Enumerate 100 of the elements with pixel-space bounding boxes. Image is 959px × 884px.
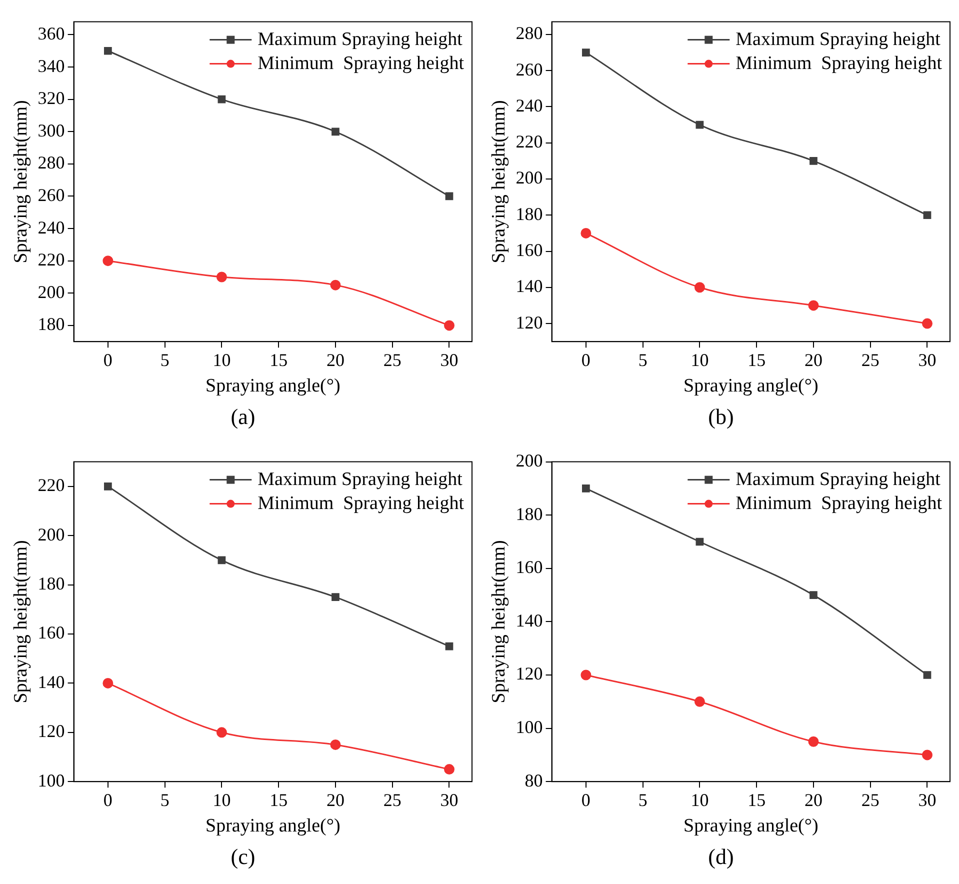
y-axis-title: Spraying height(mm) — [10, 100, 32, 264]
y-tick-label: 140 — [516, 610, 543, 630]
x-tick-label: 15 — [748, 350, 766, 370]
x-tick-label: 15 — [270, 350, 288, 370]
y-axis-title: Spraying height(mm) — [10, 540, 32, 704]
y-tick-label: 200 — [516, 168, 543, 188]
point — [104, 482, 112, 490]
y-tick-label: 120 — [516, 664, 543, 684]
point — [810, 156, 818, 165]
x-tick-label: 10 — [690, 350, 709, 370]
point — [332, 128, 340, 136]
y-axis-title: Spraying height(mm) — [488, 100, 510, 264]
text: (b) — [708, 404, 734, 430]
y-tick-label: 280 — [516, 23, 543, 44]
x-tick-label: 5 — [160, 790, 170, 810]
x-tick-label: 0 — [581, 350, 590, 370]
x-tick-label: 30 — [918, 790, 936, 810]
legend-label: Maximum Spraying height — [258, 28, 464, 50]
x-tick-label: 20 — [804, 790, 822, 810]
x-tick-label: 0 — [103, 790, 112, 810]
legend-label: Maximum Spraying height — [258, 468, 464, 490]
y-tick-label: 160 — [516, 240, 543, 260]
legend-label: Maximum Spraying height — [736, 28, 942, 50]
x-tick-label: 25 — [861, 790, 880, 810]
x-tick-label: 20 — [804, 350, 822, 370]
x-tick-label: 5 — [638, 790, 648, 810]
y-tick-label: 280 — [38, 152, 65, 173]
y-tick-label: 220 — [516, 132, 543, 152]
x-tick-label: 25 — [383, 790, 402, 810]
point — [445, 642, 454, 650]
x-tick-label: 25 — [861, 350, 880, 370]
x-tick-label: 0 — [581, 790, 590, 810]
text: (a) — [230, 404, 256, 430]
y-tick-label: 260 — [516, 59, 543, 80]
y-tick-label: 180 — [38, 314, 65, 334]
x-tick-label: 10 — [212, 350, 231, 370]
x-tick-label: 30 — [440, 790, 458, 810]
y-tick-label: 200 — [38, 282, 65, 302]
point — [923, 211, 932, 220]
y-tick-label: 140 — [38, 672, 65, 692]
y-tick-label: 220 — [38, 250, 65, 270]
x-tick-label: 10 — [212, 790, 231, 810]
legend-label: Minimum Spraying height — [736, 52, 943, 74]
x-tick-label: 30 — [440, 350, 458, 370]
point — [102, 678, 114, 688]
point — [694, 696, 705, 707]
point — [102, 256, 114, 266]
y-tick-label: 300 — [38, 120, 65, 140]
point — [580, 670, 592, 680]
point — [923, 671, 932, 679]
point — [218, 556, 226, 564]
x-tick-label: 10 — [690, 790, 709, 810]
point — [332, 593, 340, 602]
point — [444, 764, 454, 775]
point — [694, 282, 705, 293]
x-axis-title: Spraying angle(°) — [206, 376, 340, 397]
point — [330, 739, 341, 750]
y-tick-label: 180 — [38, 574, 65, 594]
point — [696, 538, 704, 546]
x-tick-label: 15 — [748, 790, 766, 810]
point — [580, 228, 592, 238]
y-tick-label: 220 — [38, 475, 65, 496]
y-tick-label: 180 — [516, 204, 543, 224]
y-tick-label: 200 — [516, 450, 543, 471]
point — [582, 484, 590, 492]
x-tick-label: 15 — [270, 790, 288, 810]
point — [104, 46, 112, 55]
point — [808, 736, 819, 747]
point — [922, 318, 932, 329]
point — [444, 320, 454, 331]
y-tick-label: 340 — [38, 56, 65, 76]
y-tick-label: 160 — [516, 557, 543, 578]
y-tick-label: 320 — [38, 88, 65, 108]
point — [216, 727, 227, 738]
x-tick-label: 0 — [103, 350, 112, 370]
y-tick-label: 160 — [38, 622, 65, 643]
point — [445, 192, 454, 200]
text: (d) — [708, 844, 734, 870]
point — [696, 120, 704, 129]
legend-label: Minimum Spraying height — [258, 492, 465, 514]
x-axis-title: Spraying angle(°) — [684, 816, 818, 837]
y-tick-label: 360 — [38, 23, 65, 44]
y-tick-label: 80 — [524, 770, 543, 790]
point — [330, 280, 341, 290]
y-tick-label: 140 — [516, 276, 543, 296]
y-tick-label: 120 — [516, 312, 543, 332]
x-axis-title: Spraying angle(°) — [206, 816, 340, 837]
point — [808, 300, 819, 311]
x-tick-label: 5 — [160, 350, 170, 370]
y-tick-label: 120 — [38, 721, 65, 742]
x-axis-title: Spraying angle(°) — [684, 376, 818, 397]
y-tick-label: 240 — [516, 95, 543, 116]
legend-label: Maximum Spraying height — [736, 468, 942, 490]
y-tick-label: 180 — [516, 504, 543, 524]
y-tick-label: 100 — [516, 717, 543, 738]
y-tick-label: 200 — [38, 524, 65, 544]
point — [582, 48, 590, 56]
point — [922, 750, 932, 760]
y-tick-label: 100 — [38, 770, 65, 790]
legend-label: Minimum Spraying height — [736, 492, 943, 514]
